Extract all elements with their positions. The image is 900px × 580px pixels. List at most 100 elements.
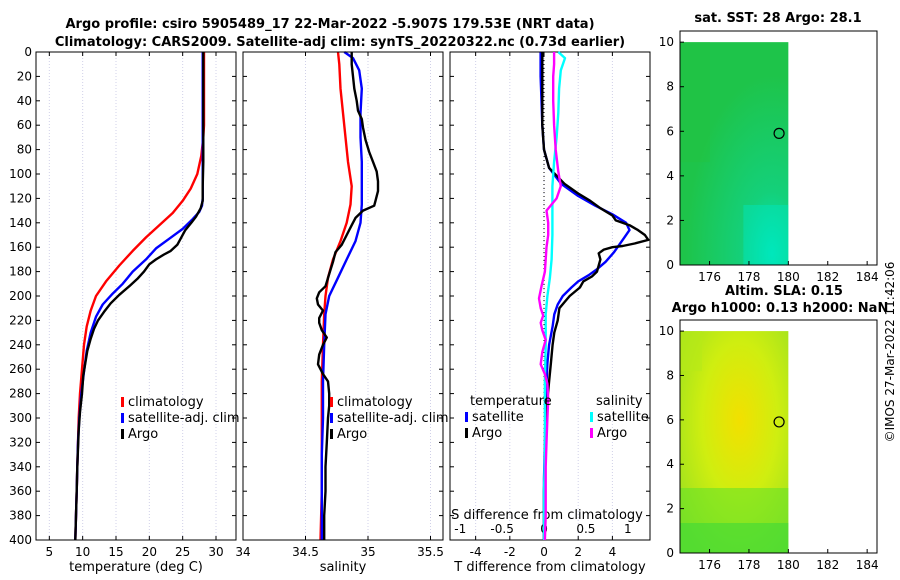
legend-swatch <box>590 428 593 438</box>
y-tick-label: 260 <box>9 362 32 376</box>
x-tick-label: 182 <box>816 558 839 572</box>
y-tick-label: 360 <box>9 484 32 498</box>
legend-title-salinity: salinity <box>596 394 643 409</box>
y-tick-label: 8 <box>666 368 674 382</box>
legend-title-temperature: temperature <box>470 394 552 409</box>
y-tick-label: 10 <box>659 324 674 338</box>
x-axis-label: temperature (deg C) <box>69 560 203 575</box>
imos-credit: ©IMOS 27-Mar-2022 11:42:06 <box>883 262 897 443</box>
map-frame <box>679 30 878 266</box>
y-tick-label: 160 <box>9 240 32 254</box>
figure-title-line2: Climatology: CARS2009. Satellite-adj cli… <box>55 35 625 50</box>
legend-label: climatology <box>128 395 204 410</box>
y-tick-label: 220 <box>9 313 32 327</box>
legend-label: Argo <box>128 427 158 442</box>
map-field <box>680 42 789 266</box>
x-tick-label: 184 <box>856 558 879 572</box>
legend-label: Argo <box>472 426 502 441</box>
y-tick-label: 380 <box>9 509 32 523</box>
series-line-satellite-adj-clim <box>74 52 204 541</box>
x-tick-label: 176 <box>698 270 721 284</box>
y-tick-label: 8 <box>666 80 674 94</box>
x-tick-label: -4 <box>470 545 482 559</box>
axes-frame <box>449 51 651 541</box>
sla-field-patch <box>680 331 702 372</box>
y-tick-label: 40 <box>17 94 32 108</box>
x-tick-label: 34.5 <box>292 545 319 559</box>
y-tick-label: 0 <box>24 45 32 59</box>
axes-frame <box>35 51 237 541</box>
y-tick-label: 4 <box>666 457 674 471</box>
legend-swatch <box>330 429 333 439</box>
series-line-satellite-adj-clim <box>320 51 363 540</box>
legend-swatch <box>330 397 333 407</box>
sst-map-panel: sat. SST: 28 Argo: 28.1 176 178 180 182 184 0 2… <box>659 11 879 284</box>
sla-field-patch <box>680 523 789 553</box>
y-tick-label: 20 <box>17 69 32 83</box>
sla-map-subtitle: Argo h1000: 0.13 h2000: NaN <box>672 301 889 316</box>
y-tick-label: 6 <box>666 413 674 427</box>
axes-frame <box>242 51 444 541</box>
x-tick-label: 184 <box>856 270 879 284</box>
legend-label: Argo <box>597 426 627 441</box>
top-x-tick-label: 0.5 <box>576 522 595 536</box>
legend-label: satellite <box>597 410 649 425</box>
legend-swatch <box>330 413 333 423</box>
sst-field-patch <box>680 42 710 163</box>
temperature-panel: 5 10 15 20 25 30 temperature (deg C) 0 20 40 60 80 1… <box>9 45 240 575</box>
legend-label: Argo <box>337 427 367 442</box>
y-tick-label: 10 <box>659 35 674 49</box>
x-tick-label: -2 <box>504 545 516 559</box>
top-x-tick-label: -0.5 <box>490 522 513 536</box>
x-tick-label: 35.5 <box>417 545 444 559</box>
legend-label: climatology <box>337 395 413 410</box>
y-tick-label: 4 <box>666 169 674 183</box>
y-tick-label: 280 <box>9 387 32 401</box>
series-line-climatology <box>74 52 206 541</box>
x-tick-label: 5 <box>46 545 54 559</box>
y-tick-label: 200 <box>9 289 32 303</box>
x-tick-label: 34 <box>235 545 250 559</box>
x-axis-label: T difference from climatology <box>453 560 646 575</box>
x-tick-label: 4 <box>609 545 617 559</box>
legend-swatch <box>465 412 468 422</box>
y-tick-label: 6 <box>666 124 674 138</box>
x-tick-label: 178 <box>737 558 760 572</box>
x-tick-label: 180 <box>777 270 800 284</box>
y-tick-label: 0 <box>666 258 674 272</box>
x-tick-label: 178 <box>737 270 760 284</box>
sla-map-panel: Altim. SLA: 0.15 Argo h1000: 0.13 h2000: … <box>659 284 889 572</box>
x-tick-label: 35 <box>360 545 375 559</box>
legend-label: satellite <box>472 410 524 425</box>
y-tick-label: 0 <box>666 546 674 560</box>
legend-label: satellite-adj. clim <box>337 411 449 426</box>
series-line-salinity-satellite <box>542 51 567 540</box>
y-tick-label: 320 <box>9 435 32 449</box>
y-tick-label: 300 <box>9 411 32 425</box>
y-tick-label: 180 <box>9 265 32 279</box>
x-tick-label: 176 <box>698 558 721 572</box>
y-tick-label: 240 <box>9 338 32 352</box>
top-x-tick-label: -1 <box>454 522 466 536</box>
argo-position-marker <box>773 416 785 428</box>
series-line-argo <box>74 52 205 541</box>
y-tick-label: 80 <box>17 143 32 157</box>
legend-swatch <box>590 412 593 422</box>
legend-swatch <box>465 428 468 438</box>
top-x-axis-label: S difference from climatology <box>451 508 643 523</box>
legend-swatch <box>121 413 124 423</box>
x-tick-label: 25 <box>175 545 190 559</box>
x-tick-label: 2 <box>574 545 582 559</box>
y-tick-label: 400 <box>9 533 32 547</box>
x-tick-label: 20 <box>142 545 157 559</box>
series-line-salinity-Argo <box>537 52 562 541</box>
x-tick-label: 15 <box>108 545 123 559</box>
y-tick-label: 2 <box>666 502 674 516</box>
y-tick-label: 100 <box>9 167 32 181</box>
legend-label: satellite-adj. clim <box>128 411 240 426</box>
x-tick-label: 180 <box>777 558 800 572</box>
x-tick-label: 182 <box>816 270 839 284</box>
series-line-argo <box>315 52 380 540</box>
salinity-panel: 34 34.5 35 35.5 salinity climatologysatellite… <box>235 51 449 575</box>
x-tick-label: 10 <box>75 545 90 559</box>
